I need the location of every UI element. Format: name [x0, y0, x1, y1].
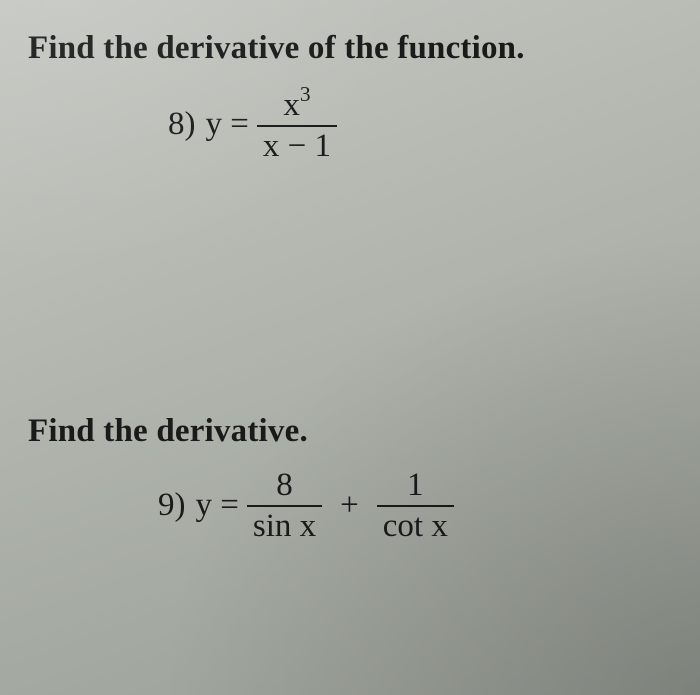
problem-8-lhs: y =	[206, 106, 249, 143]
numerator-exponent: 3	[300, 82, 311, 106]
problem-9-lhs: y =	[196, 487, 239, 524]
problem-8-denominator: x − 1	[257, 127, 337, 164]
problem-8-numerator: x3	[277, 85, 316, 125]
problem-8: 8) y = x3 x − 1	[168, 85, 672, 163]
term2-numerator: 1	[401, 468, 430, 505]
term1-denominator: sin x	[247, 507, 322, 544]
plus-operator: +	[340, 487, 359, 524]
problem-8-label: 8)	[168, 106, 196, 143]
section1-heading: Find the derivative of the function.	[28, 30, 672, 67]
problem-8-fraction: x3 x − 1	[257, 85, 337, 163]
problem-9-term2: 1 cot x	[377, 468, 454, 543]
worksheet-page: Find the derivative of the function. 8) …	[0, 0, 700, 695]
vertical-spacer	[28, 163, 672, 413]
section2-heading: Find the derivative.	[28, 413, 672, 450]
problem-9-label: 9)	[158, 487, 186, 524]
term2-denominator: cot x	[377, 507, 454, 544]
numerator-base: x	[283, 87, 300, 123]
problem-9-term1: 8 sin x	[247, 468, 322, 543]
term1-numerator: 8	[270, 468, 299, 505]
problem-9: 9) y = 8 sin x + 1 cot x	[158, 468, 672, 543]
